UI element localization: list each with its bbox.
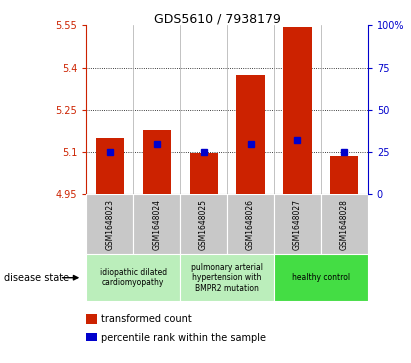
Text: healthy control: healthy control [292, 273, 350, 282]
Bar [227, 194, 274, 254]
Text: pulmonary arterial
hypertension with
BMPR2 mutation: pulmonary arterial hypertension with BMP… [191, 263, 263, 293]
Text: GSM1648024: GSM1648024 [152, 199, 161, 250]
Bar [321, 194, 368, 254]
Text: GDS5610 / 7938179: GDS5610 / 7938179 [155, 13, 281, 26]
Bar [189, 154, 218, 194]
Bar [86, 194, 133, 254]
Bar [180, 254, 274, 301]
Text: GSM1648025: GSM1648025 [199, 199, 208, 250]
Text: GSM1648028: GSM1648028 [340, 199, 349, 250]
Text: GSM1648026: GSM1648026 [246, 199, 255, 250]
Bar [86, 254, 180, 301]
Bar [133, 194, 180, 254]
Bar [143, 130, 171, 194]
Bar [236, 75, 265, 194]
Bar [284, 27, 312, 194]
Bar [330, 156, 358, 194]
Bar [274, 194, 321, 254]
Bar [96, 138, 124, 194]
Text: disease state: disease state [4, 273, 69, 283]
Text: percentile rank within the sample: percentile rank within the sample [101, 333, 266, 343]
Text: idiopathic dilated
cardiomyopathy: idiopathic dilated cardiomyopathy [100, 268, 167, 287]
Bar [274, 254, 368, 301]
Text: GSM1648027: GSM1648027 [293, 199, 302, 250]
Text: transformed count: transformed count [101, 314, 192, 325]
Bar [180, 194, 227, 254]
Text: GSM1648023: GSM1648023 [105, 199, 114, 250]
